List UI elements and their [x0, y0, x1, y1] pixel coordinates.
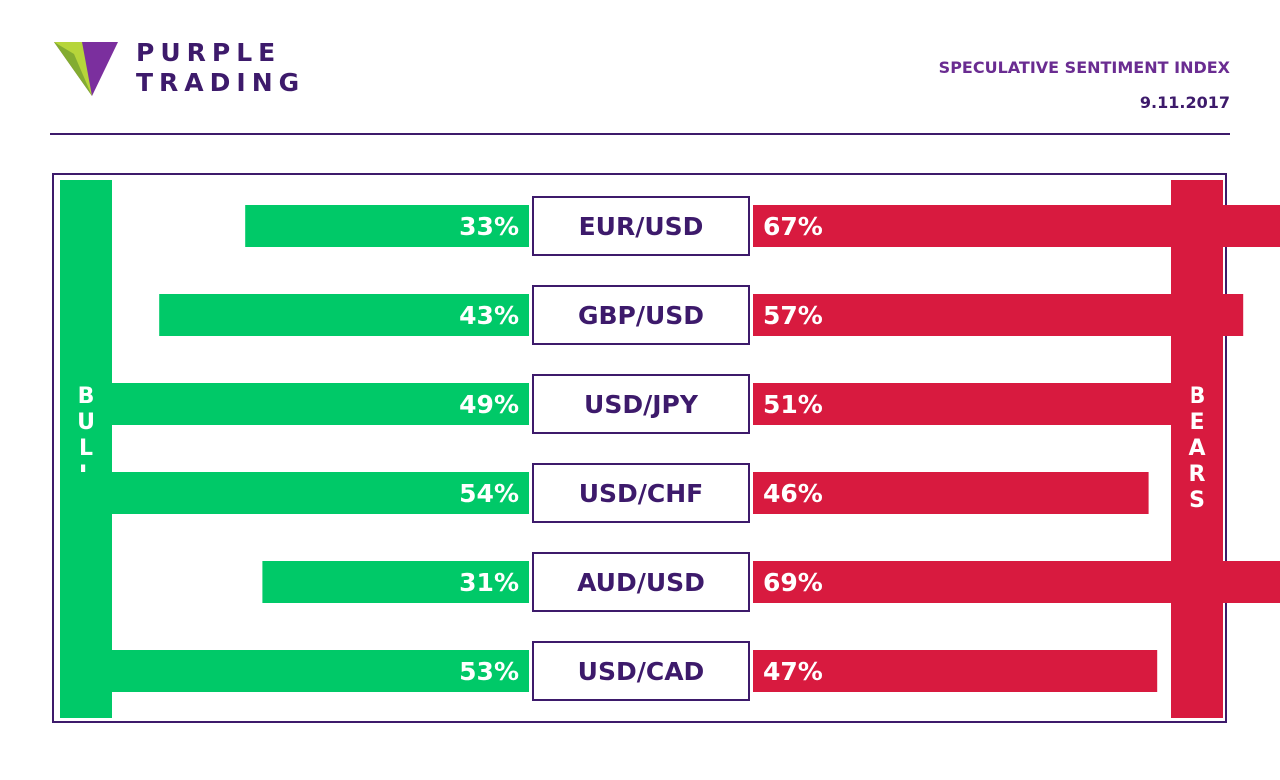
bulls-bar — [262, 561, 529, 603]
bulls-bar — [245, 205, 529, 247]
currency-pair-label: AUD/USD — [577, 568, 705, 597]
bears-side-bar: B E A R S — [1171, 180, 1223, 718]
header-divider — [50, 133, 1230, 135]
bears-value-label: 46% — [763, 479, 823, 508]
bears-bar — [753, 561, 1280, 603]
pair-box — [532, 463, 750, 523]
currency-pair-label: USD/CAD — [578, 657, 705, 686]
report-title: SPECULATIVE SENTIMENT INDEX — [938, 58, 1230, 77]
bears-value-label: 69% — [763, 568, 823, 597]
currency-pair-label: USD/JPY — [584, 390, 699, 419]
company-logo: PURPLE TRADING — [52, 38, 312, 100]
bulls-bar — [107, 383, 529, 425]
currency-pair-label: USD/CHF — [579, 479, 704, 508]
bears-bar — [753, 205, 1280, 247]
bulls-value-label: 33% — [459, 212, 519, 241]
bears-bar — [753, 650, 1158, 692]
bulls-value-label: 31% — [459, 568, 519, 597]
logo-text: PURPLE TRADING — [136, 38, 305, 98]
bears-value-label: 67% — [763, 212, 823, 241]
bears-bar — [753, 383, 1192, 425]
bears-bar — [753, 294, 1244, 336]
currency-pair-label: EUR/USD — [579, 212, 704, 241]
bears-value-label: 47% — [763, 657, 823, 686]
chart-frame — [52, 173, 1227, 723]
report-date: 9.11.2017 — [1139, 93, 1230, 112]
currency-pair-label: GBP/USD — [578, 301, 704, 330]
pair-box — [532, 374, 750, 434]
pair-box — [532, 552, 750, 612]
bears-label: B E A R S — [1188, 384, 1206, 513]
logo-mark-icon — [54, 42, 118, 96]
bears-value-label: 57% — [763, 301, 823, 330]
bulls-value-label: 49% — [459, 390, 519, 419]
logo-line-1: PURPLE — [136, 38, 282, 67]
bears-bar — [753, 472, 1149, 514]
bulls-bar — [159, 294, 529, 336]
pair-box — [532, 196, 750, 256]
pair-box — [532, 285, 750, 345]
bulls-bar — [73, 650, 529, 692]
bulls-value-label: 43% — [459, 301, 519, 330]
logo-line-2: TRADING — [136, 68, 306, 97]
bulls-value-label: 54% — [459, 479, 519, 508]
bears-value-label: 51% — [763, 390, 823, 419]
bulls-value-label: 53% — [459, 657, 519, 686]
bulls-bar — [64, 472, 529, 514]
pair-box — [532, 641, 750, 701]
